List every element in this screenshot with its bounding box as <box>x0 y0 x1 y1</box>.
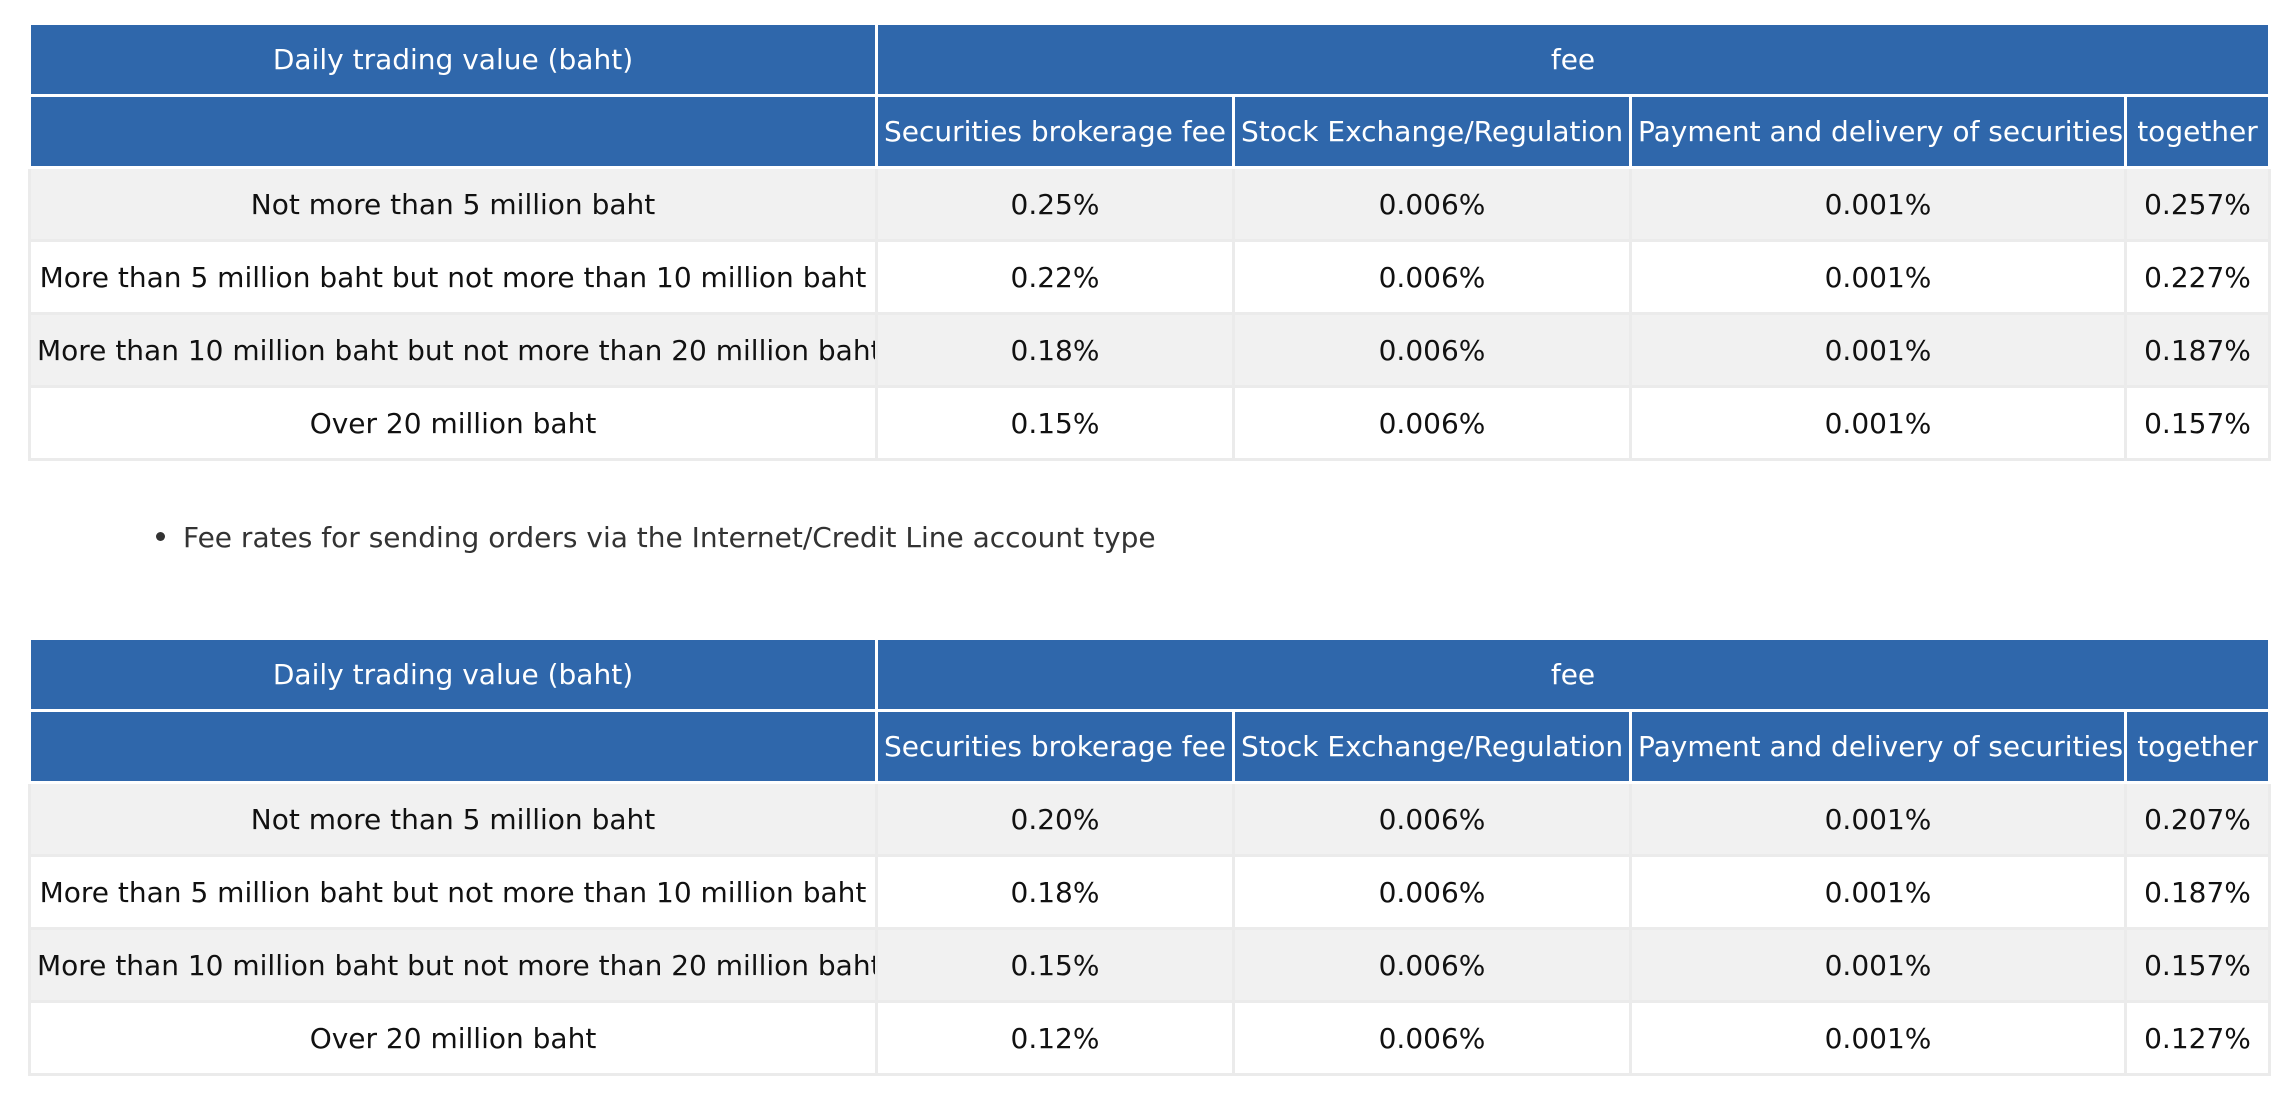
cell-together: 0.187% <box>2124 312 2271 388</box>
cell-exchange: 0.006% <box>1232 166 1632 242</box>
cell-exchange: 0.006% <box>1232 385 1632 461</box>
cell-together: 0.157% <box>2124 385 2271 461</box>
header-payment-delivery: Payment and delivery of securities <box>1629 709 2127 784</box>
cell-range: Not more than 5 million baht <box>28 166 878 242</box>
fee-table-standard: Daily trading value (baht) fee Securitie… <box>28 22 2271 461</box>
header-empty-cell <box>28 94 878 169</box>
cell-brokerage: 0.25% <box>875 166 1235 242</box>
cell-together: 0.227% <box>2124 239 2271 315</box>
cell-range: More than 10 million baht but not more t… <box>28 927 878 1003</box>
table-header-row: Daily trading value (baht) fee <box>28 637 2271 712</box>
cell-brokerage: 0.22% <box>875 239 1235 315</box>
header-empty-cell <box>28 709 878 784</box>
header-together: together <box>2124 709 2271 784</box>
header-exchange-regulation: Stock Exchange/Regulation <box>1232 94 1632 169</box>
cell-range: More than 10 million baht but not more t… <box>28 312 878 388</box>
table-row: More than 10 million baht but not more t… <box>28 927 2271 1003</box>
cell-brokerage: 0.15% <box>875 385 1235 461</box>
cell-delivery: 0.001% <box>1629 781 2127 857</box>
cell-together: 0.157% <box>2124 927 2271 1003</box>
table-row: Not more than 5 million baht 0.20% 0.006… <box>28 781 2271 857</box>
table-row: More than 5 million baht but not more th… <box>28 239 2271 315</box>
header-together: together <box>2124 94 2271 169</box>
internet-credit-line-note: Fee rates for sending orders via the Int… <box>156 516 1156 560</box>
table-header-row: Daily trading value (baht) fee <box>28 22 2271 97</box>
cell-delivery: 0.001% <box>1629 854 2127 930</box>
table-row: More than 5 million baht but not more th… <box>28 854 2271 930</box>
cell-delivery: 0.001% <box>1629 312 2127 388</box>
fee-table-internet-credit-line: Daily trading value (baht) fee Securitie… <box>28 637 2271 1076</box>
header-fee-group: fee <box>875 22 2271 97</box>
cell-brokerage: 0.18% <box>875 312 1235 388</box>
cell-together: 0.257% <box>2124 166 2271 242</box>
cell-delivery: 0.001% <box>1629 166 2127 242</box>
cell-brokerage: 0.20% <box>875 781 1235 857</box>
header-brokerage-fee: Securities brokerage fee <box>875 94 1235 169</box>
table-row: More than 10 million baht but not more t… <box>28 312 2271 388</box>
table-subheader-row: Securities brokerage fee Stock Exchange/… <box>28 709 2271 784</box>
header-brokerage-fee: Securities brokerage fee <box>875 709 1235 784</box>
header-fee-group: fee <box>875 637 2271 712</box>
cell-delivery: 0.001% <box>1629 385 2127 461</box>
cell-delivery: 0.001% <box>1629 927 2127 1003</box>
header-daily-trading-value: Daily trading value (baht) <box>28 637 878 712</box>
cell-range: More than 5 million baht but not more th… <box>28 854 878 930</box>
cell-exchange: 0.006% <box>1232 781 1632 857</box>
cell-delivery: 0.001% <box>1629 239 2127 315</box>
table-row: Over 20 million baht 0.15% 0.006% 0.001%… <box>28 385 2271 461</box>
cell-brokerage: 0.15% <box>875 927 1235 1003</box>
header-payment-delivery: Payment and delivery of securities <box>1629 94 2127 169</box>
header-daily-trading-value: Daily trading value (baht) <box>28 22 878 97</box>
cell-range: Over 20 million baht <box>28 1000 878 1076</box>
bullet-icon <box>156 531 165 541</box>
cell-range: Over 20 million baht <box>28 385 878 461</box>
cell-brokerage: 0.18% <box>875 854 1235 930</box>
cell-exchange: 0.006% <box>1232 1000 1632 1076</box>
header-exchange-regulation: Stock Exchange/Regulation <box>1232 709 1632 784</box>
cell-together: 0.127% <box>2124 1000 2271 1076</box>
table-row: Over 20 million baht 0.12% 0.006% 0.001%… <box>28 1000 2271 1076</box>
cell-together: 0.207% <box>2124 781 2271 857</box>
cell-delivery: 0.001% <box>1629 1000 2127 1076</box>
cell-range: Not more than 5 million baht <box>28 781 878 857</box>
table-row: Not more than 5 million baht 0.25% 0.006… <box>28 166 2271 242</box>
note-text: Fee rates for sending orders via the Int… <box>183 521 1156 554</box>
cell-exchange: 0.006% <box>1232 312 1632 388</box>
cell-exchange: 0.006% <box>1232 239 1632 315</box>
table-subheader-row: Securities brokerage fee Stock Exchange/… <box>28 94 2271 169</box>
cell-range: More than 5 million baht but not more th… <box>28 239 878 315</box>
cell-together: 0.187% <box>2124 854 2271 930</box>
cell-exchange: 0.006% <box>1232 854 1632 930</box>
cell-brokerage: 0.12% <box>875 1000 1235 1076</box>
cell-exchange: 0.006% <box>1232 927 1632 1003</box>
